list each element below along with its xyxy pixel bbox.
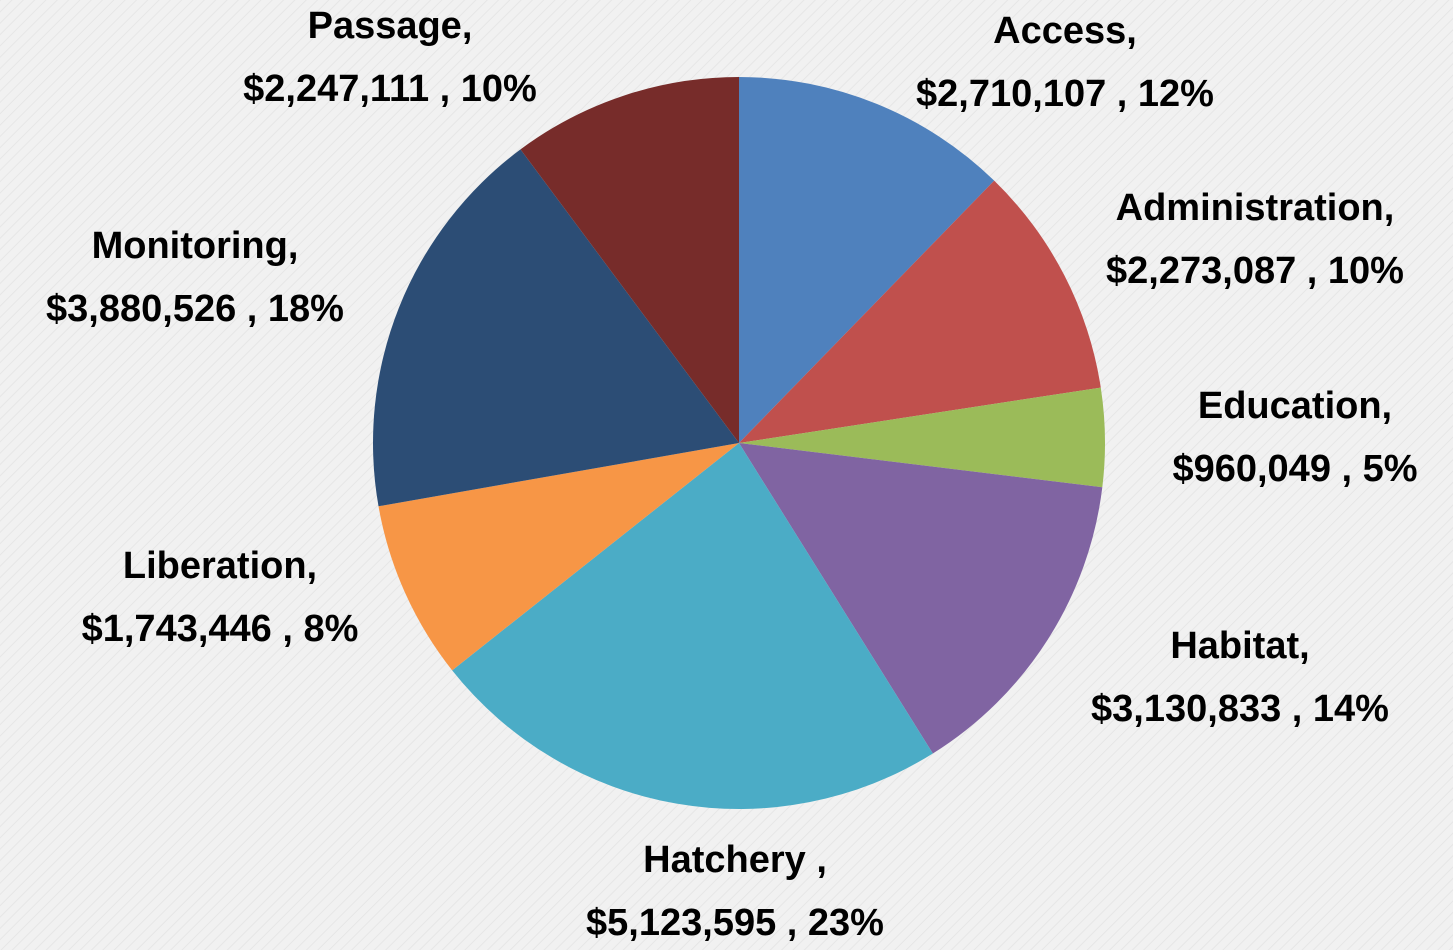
pie-slice bbox=[378, 443, 739, 671]
slice-value-label: $2,247,111 , 10% bbox=[243, 68, 537, 110]
pie-slice bbox=[520, 76, 739, 443]
pie-slice bbox=[452, 443, 933, 809]
slice-value-label: $2,710,107 , 12% bbox=[916, 73, 1214, 115]
slice-category-label: Education, bbox=[1198, 385, 1392, 427]
pie-slice bbox=[739, 387, 1105, 488]
slice-value-label: $960,049 , 5% bbox=[1172, 448, 1417, 490]
slice-category-label: Monitoring, bbox=[92, 225, 299, 267]
slice-category-label: Hatchery , bbox=[643, 839, 827, 881]
slice-value-label: $5,123,595 , 23% bbox=[586, 902, 884, 944]
slice-category-label: Habitat, bbox=[1170, 625, 1309, 667]
slice-value-label: $3,880,526 , 18% bbox=[46, 288, 344, 330]
slice-value-label: $3,130,833 , 14% bbox=[1091, 688, 1389, 730]
pie-slice bbox=[739, 443, 1103, 754]
slice-value-label: $1,743,446 , 8% bbox=[82, 608, 359, 650]
pie-slice bbox=[739, 180, 1101, 443]
slice-category-label: Administration, bbox=[1116, 187, 1395, 229]
pie-slice bbox=[373, 149, 739, 507]
slice-value-label: $2,273,087 , 10% bbox=[1106, 250, 1404, 292]
slice-category-label: Access, bbox=[993, 10, 1137, 52]
slice-category-label: Passage, bbox=[308, 5, 473, 47]
pie-slice bbox=[739, 77, 995, 443]
slice-category-label: Liberation, bbox=[123, 545, 317, 587]
